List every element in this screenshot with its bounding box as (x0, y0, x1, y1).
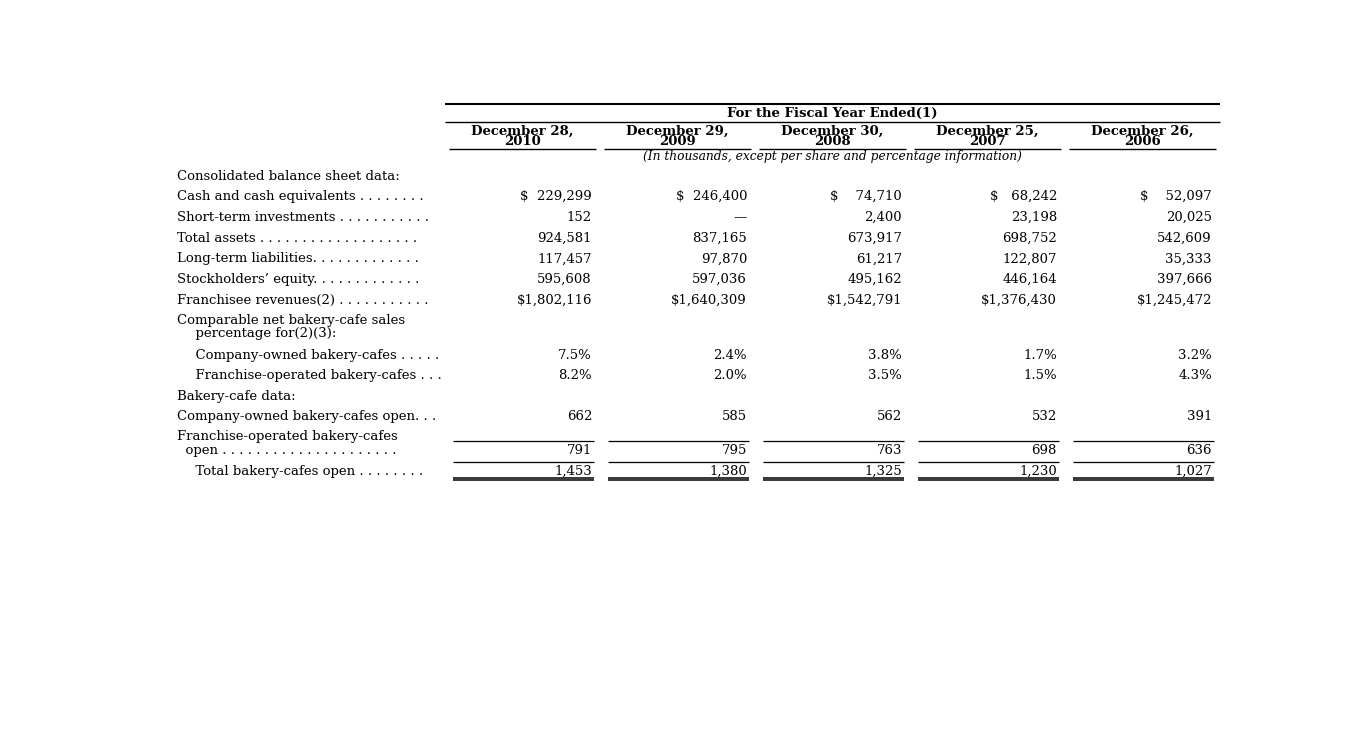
Text: 2,400: 2,400 (864, 210, 902, 224)
Text: 1,453: 1,453 (554, 465, 592, 478)
Text: 122,807: 122,807 (1003, 252, 1057, 266)
Text: 391: 391 (1186, 410, 1212, 423)
Text: $  246,400: $ 246,400 (676, 190, 746, 203)
Text: 837,165: 837,165 (692, 232, 746, 244)
Text: Franchise-operated bakery-cafes . . .: Franchise-operated bakery-cafes . . . (187, 369, 441, 383)
Text: 1.7%: 1.7% (1023, 349, 1057, 361)
Text: Total bakery-cafes open . . . . . . . .: Total bakery-cafes open . . . . . . . . (187, 465, 423, 478)
Text: 1.5%: 1.5% (1023, 369, 1057, 383)
Text: 1,325: 1,325 (864, 465, 902, 478)
Text: 542,609: 542,609 (1158, 232, 1212, 244)
Text: Comparable net bakery-cafe sales: Comparable net bakery-cafe sales (178, 314, 406, 327)
Text: 698: 698 (1031, 444, 1057, 457)
Text: 3.2%: 3.2% (1178, 349, 1212, 361)
Text: $1,640,309: $1,640,309 (672, 294, 746, 307)
Text: 23,198: 23,198 (1011, 210, 1057, 224)
Text: 1,230: 1,230 (1019, 465, 1057, 478)
Text: 795: 795 (722, 444, 746, 457)
Text: $1,376,430: $1,376,430 (981, 294, 1057, 307)
Text: 2008: 2008 (814, 135, 851, 148)
Text: Company-owned bakery-cafes . . . . .: Company-owned bakery-cafes . . . . . (187, 349, 438, 361)
Text: 397,666: 397,666 (1158, 273, 1212, 286)
Text: Cash and cash equivalents . . . . . . . .: Cash and cash equivalents . . . . . . . … (178, 190, 423, 203)
Text: December 26,: December 26, (1091, 125, 1194, 138)
Text: Franchisee revenues(2) . . . . . . . . . . .: Franchisee revenues(2) . . . . . . . . .… (178, 294, 429, 307)
Text: 495,162: 495,162 (847, 273, 902, 286)
Text: 562: 562 (877, 410, 902, 423)
Text: 3.5%: 3.5% (868, 369, 902, 383)
Text: 61,217: 61,217 (856, 252, 902, 266)
Text: Short-term investments . . . . . . . . . . .: Short-term investments . . . . . . . . .… (178, 210, 429, 224)
Text: $   68,242: $ 68,242 (989, 190, 1057, 203)
Text: 698,752: 698,752 (1003, 232, 1057, 244)
Text: 673,917: 673,917 (847, 232, 902, 244)
Text: 35,333: 35,333 (1166, 252, 1212, 266)
Text: $1,802,116: $1,802,116 (517, 294, 592, 307)
Text: 20,025: 20,025 (1166, 210, 1212, 224)
Text: December 25,: December 25, (936, 125, 1038, 138)
Text: Total assets . . . . . . . . . . . . . . . . . . .: Total assets . . . . . . . . . . . . . .… (178, 232, 418, 244)
Text: December 28,: December 28, (471, 125, 574, 138)
Text: 152: 152 (567, 210, 592, 224)
Text: 597,036: 597,036 (692, 273, 746, 286)
Text: Bakery-cafe data:: Bakery-cafe data: (178, 390, 296, 403)
Text: 532: 532 (1031, 410, 1057, 423)
Text: 595,608: 595,608 (537, 273, 592, 286)
Text: 2009: 2009 (660, 135, 696, 148)
Text: December 29,: December 29, (626, 125, 729, 138)
Text: $    52,097: $ 52,097 (1140, 190, 1212, 203)
Text: 8.2%: 8.2% (558, 369, 592, 383)
Text: 446,164: 446,164 (1003, 273, 1057, 286)
Text: For the Fiscal Year Ended(1): For the Fiscal Year Ended(1) (727, 107, 938, 119)
Text: $1,542,791: $1,542,791 (826, 294, 902, 307)
Text: Long-term liabilities. . . . . . . . . . . . .: Long-term liabilities. . . . . . . . . .… (178, 252, 419, 266)
Text: 662: 662 (567, 410, 592, 423)
Text: 2006: 2006 (1124, 135, 1160, 148)
Text: Consolidated balance sheet data:: Consolidated balance sheet data: (178, 169, 400, 183)
Text: $    74,710: $ 74,710 (830, 190, 902, 203)
Text: 1,027: 1,027 (1174, 465, 1212, 478)
Text: 3.8%: 3.8% (868, 349, 902, 361)
Text: 636: 636 (1186, 444, 1212, 457)
Text: 2010: 2010 (503, 135, 540, 148)
Text: 763: 763 (877, 444, 902, 457)
Text: 1,380: 1,380 (710, 465, 746, 478)
Text: 117,457: 117,457 (537, 252, 592, 266)
Text: open . . . . . . . . . . . . . . . . . . . . .: open . . . . . . . . . . . . . . . . . .… (178, 444, 396, 457)
Text: 2.0%: 2.0% (714, 369, 746, 383)
Text: 7.5%: 7.5% (558, 349, 592, 361)
Text: 2.4%: 2.4% (714, 349, 746, 361)
Text: 791: 791 (567, 444, 592, 457)
Text: 585: 585 (722, 410, 746, 423)
Text: 4.3%: 4.3% (1178, 369, 1212, 383)
Text: $1,245,472: $1,245,472 (1137, 294, 1212, 307)
Text: percentage for(2)(3):: percentage for(2)(3): (187, 328, 337, 341)
Text: Stockholders’ equity. . . . . . . . . . . . .: Stockholders’ equity. . . . . . . . . . … (178, 273, 419, 286)
Text: Company-owned bakery-cafes open. . .: Company-owned bakery-cafes open. . . (178, 410, 437, 423)
Text: December 30,: December 30, (782, 125, 883, 138)
Text: 924,581: 924,581 (537, 232, 592, 244)
Text: 97,870: 97,870 (700, 252, 746, 266)
Text: Franchise-operated bakery-cafes: Franchise-operated bakery-cafes (178, 430, 398, 443)
Text: —: — (734, 210, 746, 224)
Text: 2007: 2007 (969, 135, 1006, 148)
Text: $  229,299: $ 229,299 (520, 190, 592, 203)
Text: (In thousands, except per share and percentage information): (In thousands, except per share and perc… (643, 150, 1022, 163)
